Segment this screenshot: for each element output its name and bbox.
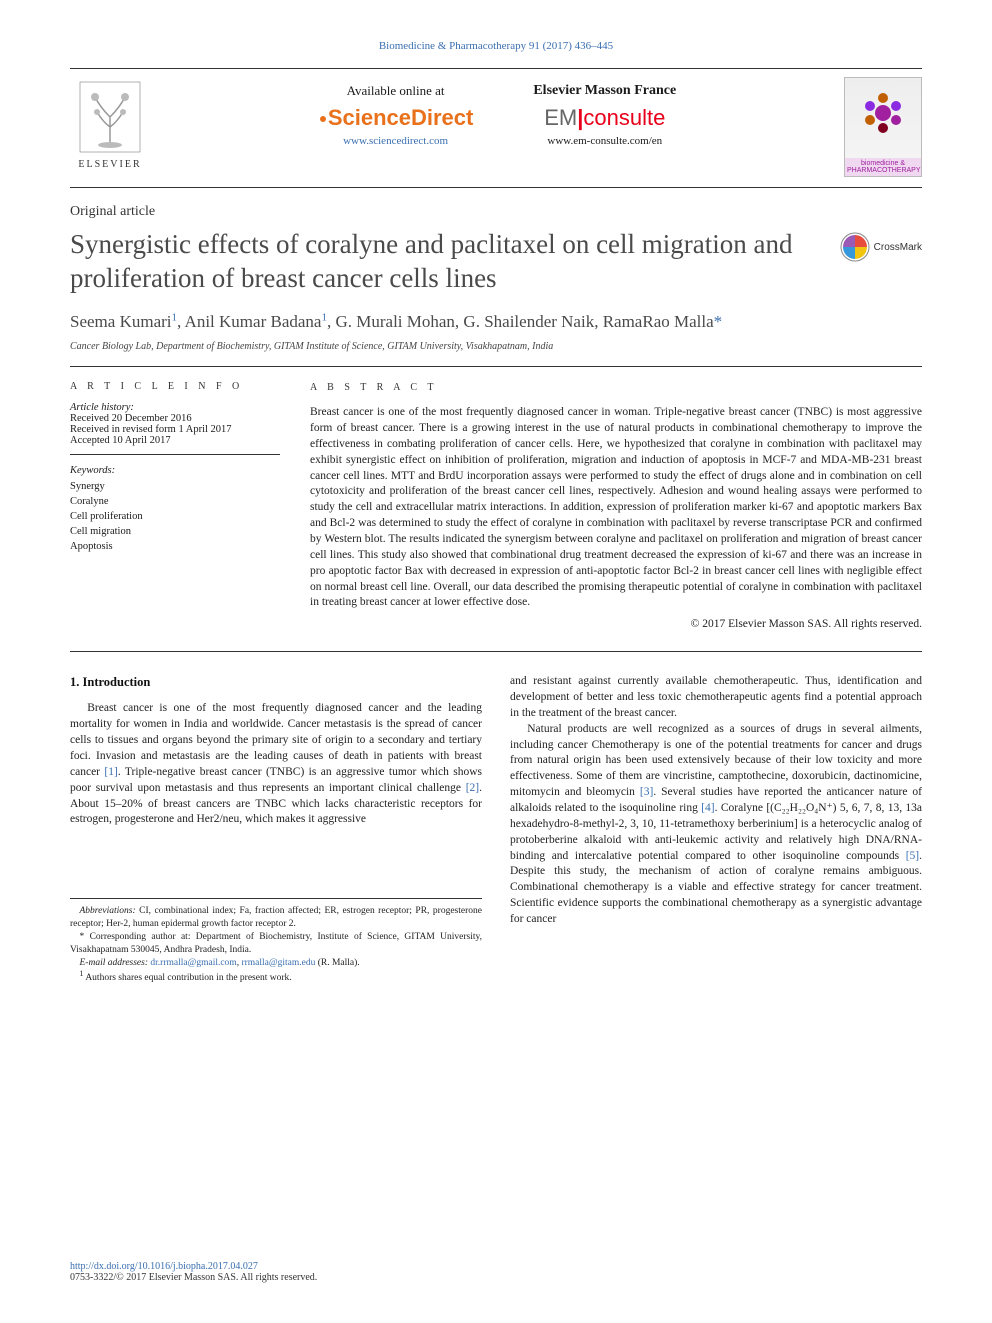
emconsulte-url[interactable]: www.em-consulte.com/en — [533, 135, 676, 147]
article-type: Original article — [70, 204, 922, 220]
journal-citation[interactable]: Biomedicine & Pharmacotherapy 91 (2017) … — [70, 40, 922, 52]
equal-contribution-text: Authors shares equal contribution in the… — [85, 973, 291, 983]
abstract-body: Breast cancer is one of the most frequen… — [310, 405, 922, 611]
keywords-block: Keywords: Synergy Coralyne Cell prolifer… — [70, 463, 280, 554]
abbreviations-footnote: Abbreviations: CI, combinational index; … — [70, 905, 482, 931]
email-link-2[interactable]: rrmalla@gitam.edu — [241, 958, 315, 968]
abbrev-label: Abbreviations: — [80, 906, 136, 916]
article-info-sidebar: A R T I C L E I N F O Article history: R… — [70, 381, 280, 633]
revised-date: Received in revised form 1 April 2017 — [70, 424, 280, 435]
sciencedirect-logo: ScienceDirect — [318, 105, 474, 131]
divider — [70, 366, 922, 367]
issn-copyright: 0753-3322/© 2017 Elsevier Masson SAS. Al… — [70, 1272, 317, 1283]
corresponding-author-footnote: * Corresponding author at: Department of… — [70, 931, 482, 957]
crossmark-icon — [840, 232, 870, 262]
ref-link[interactable]: [3] — [640, 786, 653, 798]
received-date: Received 20 December 2016 — [70, 413, 280, 424]
keyword: Synergy — [70, 479, 280, 494]
doi-link[interactable]: http://dx.doi.org/10.1016/j.biopha.2017.… — [70, 1261, 317, 1272]
article-history: Article history: Received 20 December 20… — [70, 402, 280, 455]
elsevier-text: ELSEVIER — [78, 159, 141, 170]
affiliation: Cancer Biology Lab, Department of Bioche… — [70, 341, 922, 352]
keyword: Coralyne — [70, 494, 280, 509]
introduction-section: 1. Introduction Breast cancer is one of … — [70, 674, 922, 985]
emconsulte-logo: EM|consulte — [533, 105, 676, 131]
journal-cover-thumbnail: biomedicine & PHARMACOTHERAPY — [844, 77, 922, 177]
emconsulte-block: Elsevier Masson France EM|consulte www.e… — [533, 83, 676, 147]
elsevier-logo: ELSEVIER — [70, 77, 150, 170]
divider — [70, 651, 922, 652]
abstract: A B S T R A C T Breast cancer is one of … — [310, 381, 922, 633]
email-footnote: E-mail addresses: dr.rrmalla@gmail.com, … — [70, 957, 482, 970]
publisher-header: ELSEVIER Available online at ScienceDire… — [70, 68, 922, 188]
abstract-copyright: © 2017 Elsevier Masson SAS. All rights r… — [310, 617, 922, 633]
crossmark-badge[interactable]: CrossMark — [840, 232, 922, 262]
sciencedirect-logo-text: ScienceDirect — [328, 105, 474, 130]
intro-paragraph-1: Breast cancer is one of the most frequen… — [70, 701, 482, 828]
intro-paragraph-2: and resistant against currently availabl… — [510, 674, 922, 722]
ref-link[interactable]: [1] — [104, 766, 117, 778]
abstract-heading: A B S T R A C T — [310, 381, 922, 395]
sciencedirect-url[interactable]: www.sciencedirect.com — [318, 135, 474, 147]
footnotes: Abbreviations: CI, combinational index; … — [70, 898, 482, 985]
email-link-1[interactable]: dr.rrmalla@gmail.com — [150, 958, 236, 968]
header-middle: Available online at ScienceDirect www.sc… — [150, 77, 844, 147]
email-label: E-mail addresses: — [80, 958, 149, 968]
keyword: Apoptosis — [70, 539, 280, 554]
crossmark-label: CrossMark — [874, 242, 922, 253]
keyword: Cell migration — [70, 524, 280, 539]
intro-paragraph-3: Natural products are well recognized as … — [510, 722, 922, 928]
keywords-label: Keywords: — [70, 463, 280, 478]
introduction-heading: 1. Introduction — [70, 674, 482, 691]
accepted-date: Accepted 10 April 2017 — [70, 435, 280, 446]
cover-graphic-icon — [858, 88, 908, 138]
elsevier-masson-label: Elsevier Masson France — [533, 83, 676, 99]
em-logo-consulte: consulte — [583, 105, 665, 130]
elsevier-tree-icon — [75, 77, 145, 157]
available-online-label: Available online at — [318, 83, 474, 99]
sciencedirect-block: Available online at ScienceDirect www.sc… — [318, 83, 474, 147]
article-title: Synergistic effects of coralyne and pacl… — [70, 228, 824, 296]
article-footer-meta: http://dx.doi.org/10.1016/j.biopha.2017.… — [70, 1261, 317, 1283]
cover-title: biomedicine & PHARMACOTHERAPY — [845, 158, 921, 176]
ref-link[interactable]: [2] — [466, 782, 479, 794]
footnote-superscript: 1 — [80, 969, 84, 978]
ref-link[interactable]: [5] — [906, 850, 919, 862]
author-list: Seema Kumari1, Anil Kumar Badana1, G. Mu… — [70, 310, 922, 334]
keyword: Cell proliferation — [70, 509, 280, 524]
history-label: Article history: — [70, 402, 280, 413]
article-info-heading: A R T I C L E I N F O — [70, 381, 280, 392]
email-paren: (R. Malla). — [315, 958, 359, 968]
ref-link[interactable]: [4] — [701, 802, 714, 814]
equal-contribution-footnote: 1 Authors shares equal contribution in t… — [70, 969, 482, 985]
em-logo-em: EM — [544, 105, 577, 130]
